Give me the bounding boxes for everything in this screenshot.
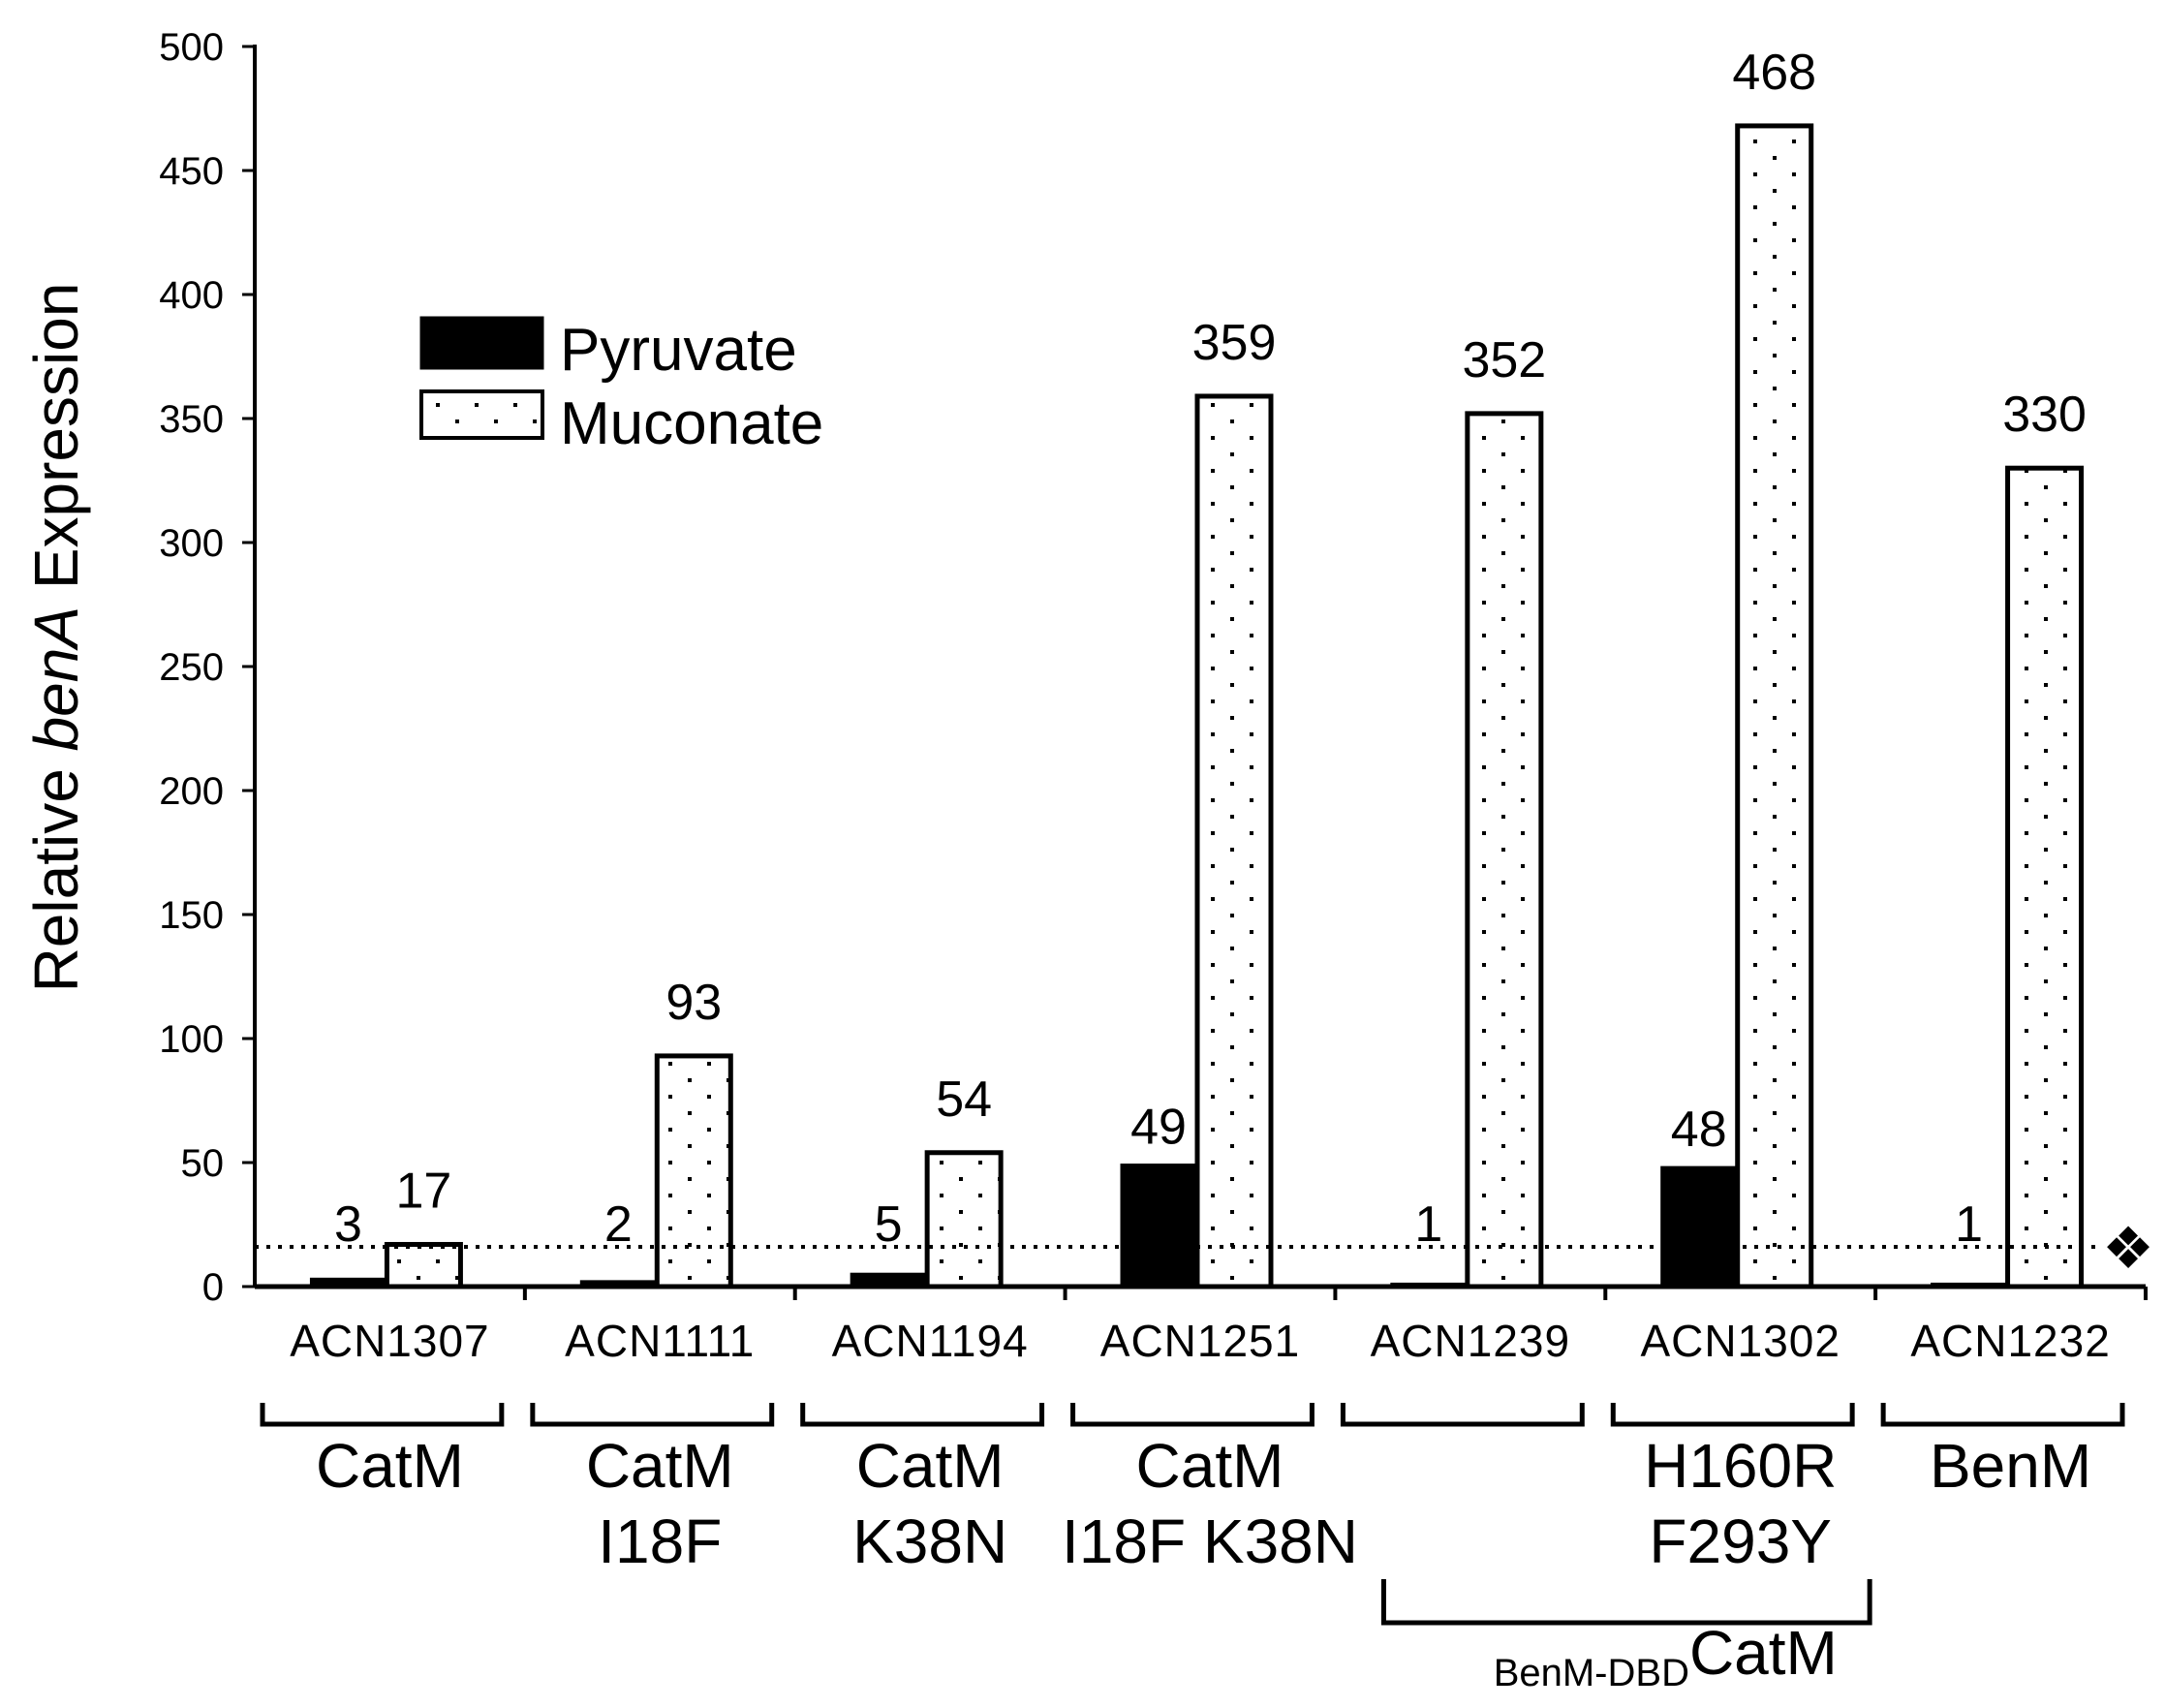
data-label-muconate: 54 <box>936 1071 992 1128</box>
bar-muconate <box>2005 465 2085 1289</box>
y-tick-label: 250 <box>159 646 224 689</box>
group-label: I18F <box>598 1506 722 1576</box>
y-tick-label: 450 <box>159 150 224 193</box>
group-bracket <box>530 1403 775 1427</box>
group-label: CatM <box>316 1431 464 1501</box>
data-label-muconate: 468 <box>1732 45 1816 101</box>
group-bracket <box>1340 1403 1585 1427</box>
group-label: I18F K38N <box>1062 1506 1358 1576</box>
bar-muconate <box>1465 411 1544 1289</box>
y-tick-label: 300 <box>159 522 224 565</box>
bar-pyruvate <box>1120 1164 1197 1289</box>
bar-pyruvate <box>1390 1282 1468 1289</box>
legend-label-pyruvate: Pyruvate <box>560 317 797 384</box>
super-group-label: BenM-DBDCatM <box>1494 1618 1838 1694</box>
data-label-pyruvate: 49 <box>1130 1100 1187 1156</box>
y-tick-label: 50 <box>181 1142 225 1185</box>
group-bracket <box>1070 1403 1314 1427</box>
data-label-pyruvate: 48 <box>1671 1102 1727 1158</box>
y-axis-label: Relative benA Expression <box>21 283 91 993</box>
bar-pyruvate <box>1931 1282 2008 1289</box>
bar-pyruvate <box>309 1277 387 1289</box>
data-label-muconate: 330 <box>2002 387 2087 443</box>
x-tick-label: ACN1232 <box>1910 1316 2110 1366</box>
group-label: BenM <box>1930 1431 2091 1501</box>
x-tick-label: ACN1302 <box>1640 1316 1840 1366</box>
y-tick-label: 150 <box>159 894 224 937</box>
bar-muconate <box>384 1241 463 1289</box>
data-label-pyruvate: 2 <box>604 1196 633 1253</box>
x-tick-label: ACN1194 <box>832 1316 1029 1366</box>
data-label-pyruvate: 3 <box>334 1196 362 1253</box>
y-tick-label: 500 <box>159 26 224 69</box>
bar-pyruvate <box>850 1272 927 1289</box>
data-label-muconate: 352 <box>1462 332 1546 388</box>
threshold-marker: ❖ <box>2102 1216 2154 1281</box>
data-label-muconate: 17 <box>396 1163 452 1219</box>
data-label-pyruvate: 5 <box>875 1196 903 1253</box>
y-tick-label: 200 <box>159 770 224 813</box>
data-label-muconate: 359 <box>1192 315 1277 371</box>
group-bracket <box>1610 1403 1855 1427</box>
bar-muconate <box>1194 393 1274 1289</box>
y-tick-label: 100 <box>159 1018 224 1061</box>
x-tick-label: ACN1239 <box>1371 1316 1570 1366</box>
bar-pyruvate <box>1660 1165 1738 1289</box>
bar-muconate <box>924 1150 1004 1289</box>
legend-label-muconate: Muconate <box>560 390 823 457</box>
group-label: H160R <box>1644 1431 1837 1501</box>
bar-pyruvate <box>579 1280 657 1289</box>
data-label-pyruvate: 1 <box>1955 1196 1983 1253</box>
bar-muconate <box>654 1053 733 1289</box>
bar-muconate <box>1735 123 1814 1289</box>
group-label: F293Y <box>1649 1506 1832 1576</box>
y-tick-label: 0 <box>202 1266 224 1309</box>
group-label: CatM <box>856 1431 1005 1501</box>
group-label: K38N <box>852 1506 1007 1576</box>
data-label-pyruvate: 1 <box>1414 1196 1442 1253</box>
data-label-muconate: 93 <box>665 975 722 1031</box>
group-bracket <box>260 1403 505 1427</box>
group-bracket <box>1880 1403 2125 1427</box>
super-group-bracket <box>1380 1579 1872 1626</box>
y-tick-label: 400 <box>159 274 224 317</box>
x-tick-label: ACN1111 <box>565 1316 755 1366</box>
y-tick-label: 350 <box>159 398 224 441</box>
x-tick-label: ACN1307 <box>290 1316 489 1366</box>
x-tick-label: ACN1251 <box>1100 1316 1300 1366</box>
legend-swatch-muconate <box>419 389 544 440</box>
group-label: CatM <box>586 1431 734 1501</box>
group-label: CatM <box>1136 1431 1284 1501</box>
group-bracket <box>800 1403 1045 1427</box>
legend-swatch-pyruvate <box>419 316 544 370</box>
